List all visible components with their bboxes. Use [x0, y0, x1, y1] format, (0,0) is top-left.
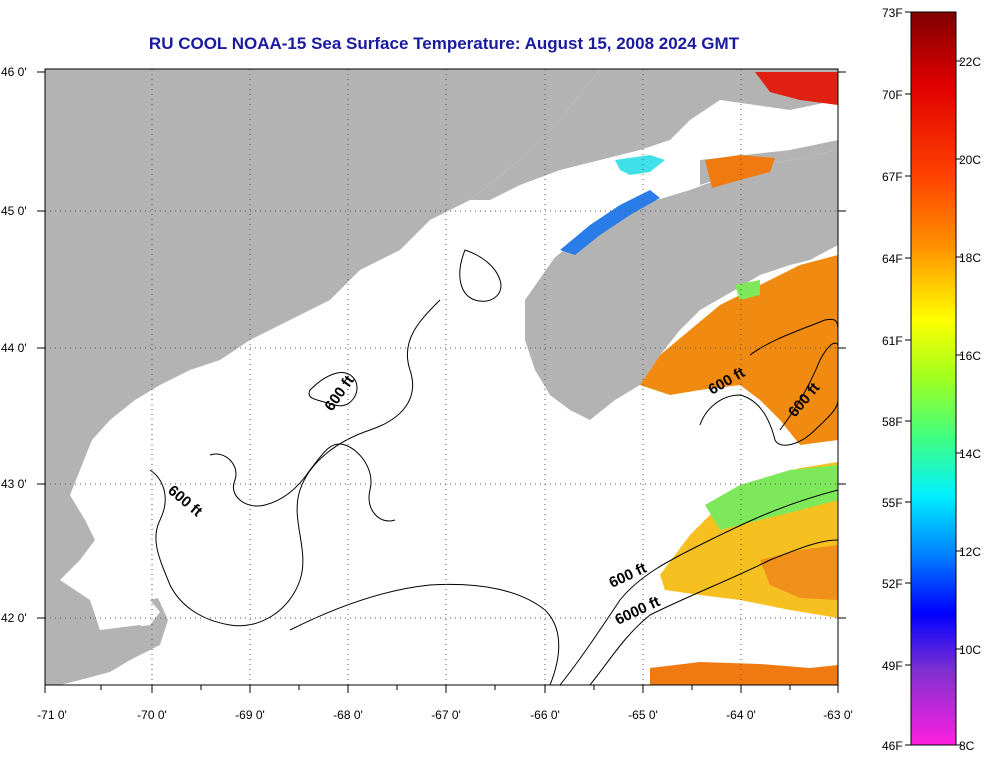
- colorbar-f-label: 52F: [882, 577, 903, 591]
- colorbar-f-label: 46F: [882, 739, 903, 753]
- lon-tick-label: -68 0': [333, 708, 363, 722]
- lon-tick-label: -70 0': [137, 708, 167, 722]
- colorbar-c-label: 12C: [959, 545, 981, 559]
- map-frame: [44, 68, 839, 686]
- map-title: RU COOL NOAA-15 Sea Surface Temperature:…: [148, 34, 740, 53]
- land-new-brunswick: [470, 69, 838, 200]
- colorbar-c-label: 16C: [959, 349, 981, 363]
- colorbar-f-label: 67F: [882, 170, 903, 184]
- colorbar-f-label: 73F: [882, 6, 903, 20]
- sst-georges-orange: [760, 545, 838, 600]
- lat-tick-label: 43 0': [1, 477, 27, 491]
- lon-tick-label: -64 0': [726, 708, 756, 722]
- sst-scotian-shelf: [640, 255, 838, 445]
- lon-tick-label: -71 0': [37, 708, 67, 722]
- colorbar-c-label: 18C: [959, 251, 981, 265]
- land-nova-scotia: [525, 150, 838, 420]
- lon-tick-label: -67 0': [431, 708, 461, 722]
- colorbar-f-label: 64F: [882, 252, 903, 266]
- axis-ticks: [37, 71, 846, 693]
- sst-fundy-cold: [560, 190, 660, 255]
- sst-gulf-warm: [705, 155, 775, 188]
- colorbar: [910, 11, 957, 746]
- colorbar-f-label: 61F: [882, 334, 903, 348]
- lat-tick-label: 45 0': [1, 204, 27, 218]
- lat-tick-label: 44 0': [1, 341, 27, 355]
- colorbar-f-label: 70F: [882, 88, 903, 102]
- sst-georges-green: [705, 465, 838, 530]
- graticule: [45, 69, 838, 685]
- isobath-contours: [149, 249, 838, 685]
- land-cape-cod: [100, 598, 168, 660]
- lon-tick-label: -65 0': [628, 708, 658, 722]
- sst-south-strip: [650, 662, 838, 685]
- lat-tick-label: 42 0': [1, 611, 27, 625]
- colorbar-c-label: 14C: [959, 447, 981, 461]
- lon-tick-label: -63 0': [823, 708, 853, 722]
- colorbar-c-label: 22C: [959, 55, 981, 69]
- sst-gulf-red: [755, 72, 838, 105]
- land-new-england: [45, 69, 600, 685]
- colorbar-c-label: 20C: [959, 153, 981, 167]
- lon-tick-label: -66 0': [530, 708, 560, 722]
- colorbar-c-label: 10C: [959, 643, 981, 657]
- colorbar-ticks: [905, 11, 962, 746]
- colorbar-f-label: 55F: [882, 496, 903, 510]
- lat-tick-label: 46 0': [1, 65, 27, 79]
- sst-fundy-cyan: [615, 155, 665, 175]
- lon-tick-label: -69 0': [235, 708, 265, 722]
- colorbar-f-label: 58F: [882, 415, 903, 429]
- colorbar-f-label: 49F: [882, 659, 903, 673]
- colorbar-c-label: 8C: [959, 739, 975, 753]
